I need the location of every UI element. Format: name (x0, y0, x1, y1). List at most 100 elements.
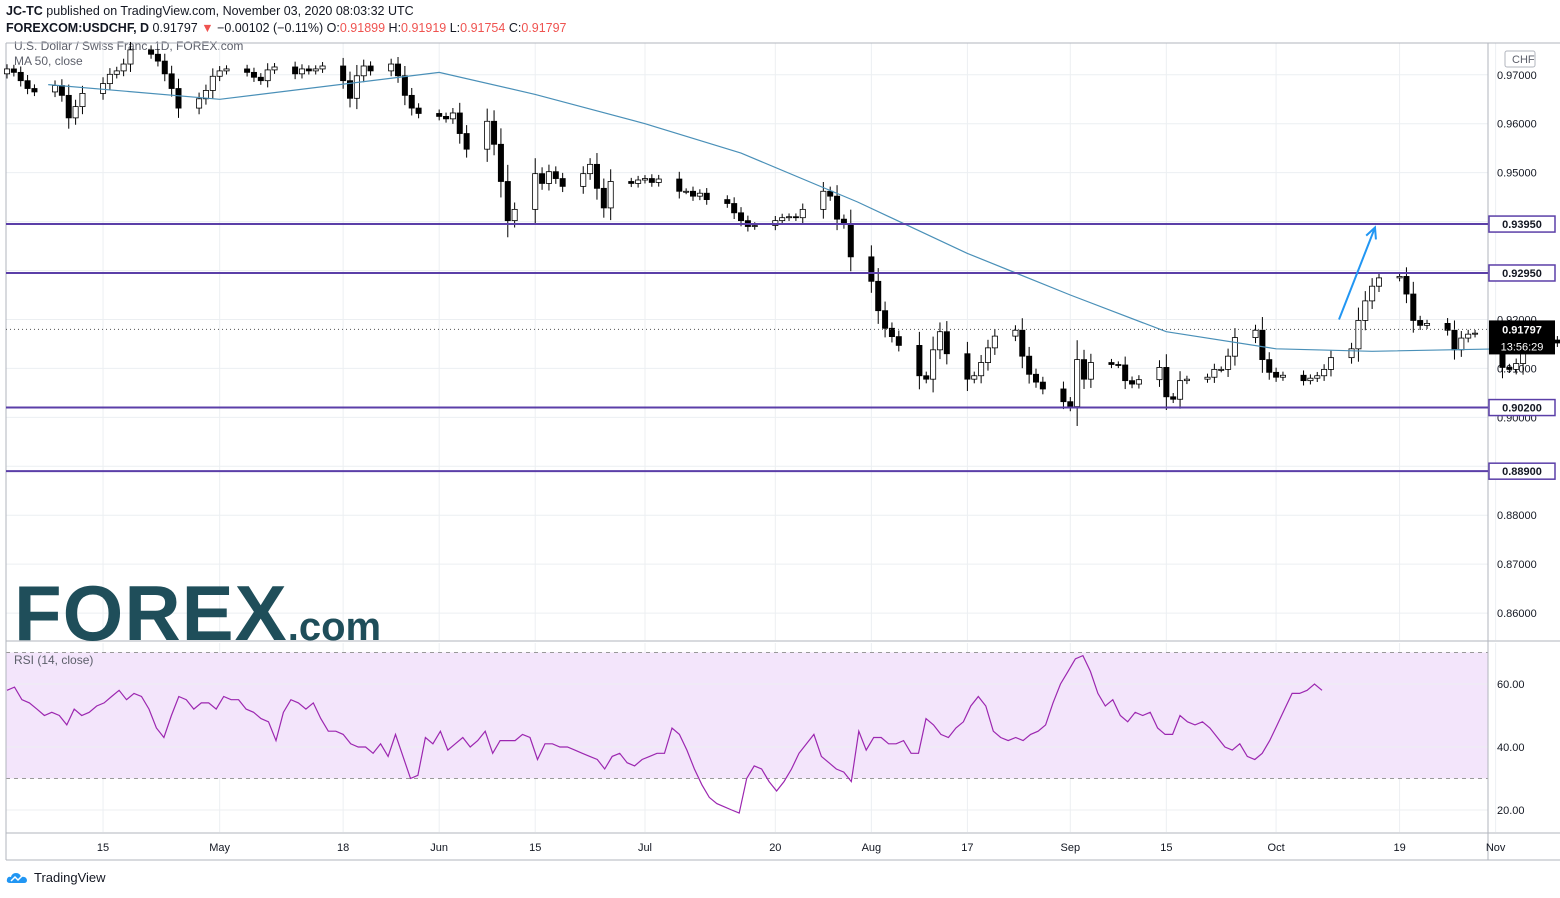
candle-up (1314, 375, 1321, 379)
rsi-band (6, 652, 1488, 779)
candle-up (696, 192, 703, 197)
candle-up (1279, 374, 1286, 378)
candle-up (1307, 377, 1314, 382)
price-tick-label: 0.87000 (1497, 559, 1537, 571)
candle-down (600, 187, 607, 209)
candle-up (1424, 322, 1431, 326)
candle-down (1115, 364, 1122, 366)
last-price-label: 0.91797 (1502, 324, 1542, 336)
candle-up (388, 63, 395, 72)
candle-up (1012, 329, 1019, 337)
candle-down (888, 327, 895, 338)
candle-down (875, 280, 882, 312)
time-tick-label: Jul (638, 842, 652, 854)
candle-up (52, 85, 59, 93)
high-value: 0.91919 (401, 21, 447, 35)
candle-down (539, 173, 546, 184)
candle-down (10, 68, 17, 73)
candle-up (1396, 276, 1403, 279)
candle-up (264, 69, 271, 82)
time-tick-label: Oct (1268, 842, 1285, 854)
candle-down (1067, 401, 1074, 407)
candle-down (408, 94, 415, 109)
candle-up (545, 171, 552, 184)
rsi-line (6, 654, 1323, 814)
candle-down (367, 65, 374, 72)
candle-down (1108, 362, 1115, 365)
candle-up (580, 173, 587, 187)
candle-up (786, 216, 793, 219)
candle-down (1129, 380, 1136, 385)
level-price-label: 0.90200 (1502, 403, 1542, 415)
publisher-line: JC-TC published on TradingView.com, Nove… (6, 4, 414, 18)
ohlc-legend: FOREXCOM:USDCHF, D 0.91797 ▼ −0.00102 (−… (6, 21, 567, 35)
candle-down (395, 63, 402, 77)
candle-up (1156, 367, 1163, 381)
candle-down (148, 49, 155, 55)
candle-up (209, 75, 216, 91)
candle-up (298, 68, 305, 75)
candle-down (257, 76, 264, 82)
candle-up (607, 181, 614, 209)
last-price: 0.91797 (152, 21, 198, 35)
close-value: 0.91797 (521, 21, 567, 35)
candle-down (154, 53, 161, 62)
candle-down (724, 199, 731, 204)
ma-legend[interactable]: MA 50, close (14, 54, 83, 68)
candle-up (936, 331, 943, 351)
candle-down (463, 133, 470, 150)
candle-down (1300, 374, 1307, 382)
candle-up (641, 178, 648, 181)
price-tick-label: 0.88000 (1497, 510, 1537, 522)
candle-up (978, 362, 985, 377)
candle-down (504, 181, 511, 222)
candle-up (449, 112, 456, 120)
candle-up (1321, 368, 1328, 377)
candle-down (244, 68, 251, 73)
candle-down (916, 345, 923, 377)
rsi-tick-label: 20.00 (1497, 805, 1525, 817)
candle-down (964, 353, 971, 380)
candle-up (1074, 359, 1081, 407)
candle-down (24, 80, 31, 89)
time-tick-label: 15 (529, 842, 541, 854)
time-tick-label: Jun (430, 842, 448, 854)
publisher-name[interactable]: JC-TC (6, 4, 43, 18)
candle-up (484, 120, 491, 150)
ma50-line (48, 71, 1503, 352)
candle-down (882, 310, 889, 329)
symbol-label[interactable]: FOREXCOM:USDCHF, D (6, 21, 150, 35)
candle-up (216, 70, 223, 77)
candle-up (1513, 363, 1520, 370)
rsi-legend[interactable]: RSI (14, close) (14, 653, 94, 667)
price-tick-label: 0.86000 (1497, 608, 1537, 620)
candle-up (930, 349, 937, 380)
candle-down (559, 178, 566, 187)
candle-down (415, 107, 422, 114)
candle-up (971, 375, 978, 380)
candle-down (648, 178, 655, 183)
tradingview-footer[interactable]: TradingView (6, 870, 106, 885)
candle-down (731, 203, 738, 214)
candle-up (683, 190, 690, 193)
candle-down (1266, 359, 1273, 373)
candle-down (168, 73, 175, 89)
rsi-tick-label: 40.00 (1497, 742, 1525, 754)
candle-down (1259, 329, 1266, 361)
candle-up (1135, 379, 1142, 385)
projection-arrow-head (1365, 225, 1377, 240)
candle-up (1252, 329, 1259, 338)
candle-up (319, 65, 326, 70)
candle-down (676, 178, 683, 192)
time-tick-label: Nov (1486, 842, 1506, 854)
candle-down (250, 71, 257, 78)
candle-down (1122, 364, 1129, 382)
candle-up (202, 90, 209, 100)
candle-down (1554, 339, 1560, 344)
candle-down (58, 85, 65, 96)
candle-up (1177, 380, 1184, 400)
candle-down (923, 375, 930, 380)
candle-up (1376, 277, 1383, 287)
time-tick-label: Sep (1061, 842, 1081, 854)
